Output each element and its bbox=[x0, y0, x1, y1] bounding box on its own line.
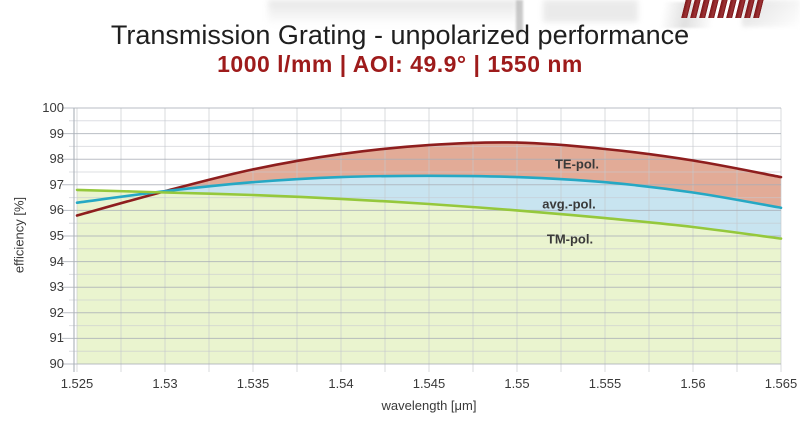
series-line-avg.-pol. bbox=[75, 174, 783, 210]
y-tick-label: 94 bbox=[49, 253, 64, 269]
series-label-avg-pol: avg.-pol. bbox=[542, 196, 596, 212]
y-tick-label: 95 bbox=[49, 228, 64, 243]
series-label-tm-pol: TM-pol. bbox=[546, 231, 594, 247]
y-tick-label: 91 bbox=[49, 330, 64, 346]
x-tick-label: 1.565 bbox=[764, 376, 798, 391]
y-tick-label: 99 bbox=[49, 125, 64, 141]
x-tick-label: 1.535 bbox=[236, 376, 270, 391]
y-tick-label: 90 bbox=[49, 356, 64, 371]
x-tick-label: 1.53 bbox=[152, 376, 178, 391]
gridlines bbox=[62, 107, 782, 372]
series-line-TM-pol. bbox=[75, 188, 783, 240]
x-tick-label: 1.525 bbox=[60, 376, 94, 391]
y-axis-title: efficiency [%] bbox=[11, 196, 27, 274]
x-axis-title: wavelength [μm] bbox=[381, 398, 477, 413]
y-tick-label: 96 bbox=[49, 202, 64, 218]
page-subtitle: 1000 l/mm | AOI: 49.9° | 1550 nm bbox=[217, 51, 583, 77]
y-tick-label: 97 bbox=[49, 176, 64, 192]
x-tick-label: 1.55 bbox=[504, 376, 530, 391]
series-lines bbox=[75, 141, 783, 240]
series-line-TE-pol. bbox=[75, 141, 783, 217]
page-title: Transmission Grating - unpolarized perfo… bbox=[110, 20, 690, 50]
x-tick-label: 1.56 bbox=[680, 376, 706, 391]
x-tick-label: 1.54 bbox=[328, 376, 354, 391]
x-tick-label: 1.545 bbox=[412, 376, 446, 391]
y-tick-label: 98 bbox=[49, 151, 64, 167]
y-tick-label: 92 bbox=[49, 304, 64, 320]
y-tick-label: 93 bbox=[49, 279, 64, 295]
y-tick-label: 100 bbox=[42, 100, 64, 115]
x-tick-label: 1.555 bbox=[588, 376, 622, 391]
series-label-te-pol: TE-pol. bbox=[554, 156, 600, 172]
